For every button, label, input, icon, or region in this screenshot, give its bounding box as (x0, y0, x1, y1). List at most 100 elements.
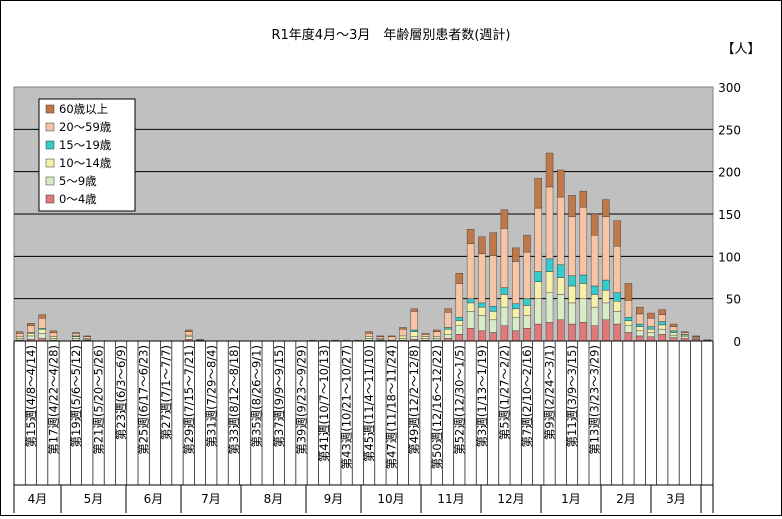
bar-segment (27, 333, 35, 337)
bar-segment (602, 279, 610, 291)
bar-segment (534, 178, 542, 209)
bar-segment (376, 335, 385, 337)
bar-segment (590, 306, 599, 326)
bar-segment (387, 336, 396, 341)
bar-segment (15, 331, 24, 334)
bar-segment (478, 253, 486, 304)
bar-segment (500, 228, 509, 288)
month-label: 1月 (561, 492, 581, 506)
week-tick-label: 第17週(4/22～4/28) (46, 345, 60, 455)
week-tick-label: 第35週(8/26～9/1) (249, 345, 263, 447)
bar-segment (455, 320, 464, 326)
week-tick-label: 第49週(12/2～12/8) (407, 345, 421, 455)
bar-segment (455, 325, 464, 335)
week-tick-label: 第39週(9/23～9/29) (294, 345, 308, 455)
bar-segment (534, 271, 542, 282)
bar-segment (512, 330, 520, 342)
bar-segment (624, 300, 633, 318)
week-tick-label: 第29週(7/15～7/21) (182, 345, 196, 455)
bar-segment (83, 336, 91, 339)
bar-segment (681, 334, 689, 337)
bar-segment (15, 338, 24, 341)
bar-segment (466, 328, 475, 342)
bar-segment (410, 329, 418, 332)
bar-segment (703, 339, 712, 341)
bar-segment (15, 336, 24, 339)
bar-segment (500, 294, 509, 308)
bar-segment (669, 330, 678, 333)
bar-segment (613, 323, 621, 342)
bar-segment (590, 294, 599, 308)
week-tick-label: 第15週(4/8～4/14) (24, 345, 38, 447)
bar-segment (557, 294, 565, 321)
bar-segment (49, 332, 58, 337)
bar-segment (185, 336, 193, 340)
bar-segment (602, 290, 610, 304)
bar-segment (658, 334, 666, 342)
bar-segment (421, 336, 430, 339)
bar-segment (545, 152, 554, 188)
bar-segment (681, 332, 689, 335)
y-tick-label: 150 (718, 208, 741, 222)
bar-segment (500, 209, 509, 229)
legend-swatch (45, 122, 55, 132)
bar-segment (568, 323, 576, 342)
bar-segment (365, 338, 373, 341)
legend-label: 60歳以上 (59, 102, 108, 116)
bar-segment (692, 335, 700, 337)
week-tick-label: 第5週(1/27～2/2) (497, 345, 511, 440)
bar-segment (444, 312, 452, 328)
legend-swatch (45, 194, 55, 204)
bar-segment (466, 311, 475, 329)
bar-segment (613, 245, 621, 293)
bar-segment (636, 330, 644, 337)
unit-label: 【人】 (721, 42, 760, 57)
bar-segment (399, 327, 407, 330)
bar-segment (658, 328, 666, 335)
bar-segment (83, 335, 91, 337)
bar-segment (636, 335, 644, 342)
week-tick-label: 第43週(10/21～10/27) (340, 345, 354, 469)
bar-segment (455, 273, 464, 284)
month-label: 10月 (377, 492, 404, 506)
y-tick-label: 50 (726, 293, 741, 307)
legend-label: 15～19歳 (59, 138, 112, 152)
bar-segment (647, 312, 655, 319)
bar-segment (38, 314, 46, 319)
bar-segment (387, 335, 396, 337)
bar-segment (534, 207, 542, 272)
bar-segment (466, 298, 475, 304)
bar-segment (669, 326, 678, 332)
month-label: 3月 (666, 492, 686, 506)
bar-segment (613, 292, 621, 302)
bar-segment (545, 292, 554, 323)
bar-segment (557, 277, 565, 295)
week-tick-label: 第37週(9/9～9/15) (272, 345, 286, 447)
bar-segment (636, 313, 644, 325)
bar-segment (444, 328, 452, 335)
bar-segment (399, 328, 407, 337)
bar-segment (545, 322, 554, 342)
week-tick-label: 第19週(5/6～5/12) (69, 345, 83, 447)
bar-segment (410, 331, 418, 337)
bar-segment (466, 302, 475, 312)
bar-segment (557, 319, 565, 342)
legend-swatch (45, 158, 55, 168)
week-tick-label: 第23週(6/3～6/9) (114, 345, 128, 440)
week-tick-label: 第3週(1/13～1/19) (475, 345, 489, 447)
week-tick-label: 第52週(12/30～1/5) (452, 345, 466, 455)
bar-segment (624, 325, 633, 333)
legend-swatch (45, 104, 55, 114)
week-tick-label: 第50週(12/16～12/22) (430, 345, 444, 469)
bar-segment (669, 323, 678, 327)
bar-segment (602, 199, 610, 217)
bar-segment (602, 319, 610, 342)
bar-segment (658, 309, 666, 315)
legend-swatch (45, 140, 55, 150)
bar-segment (568, 285, 576, 304)
bar-segment (647, 328, 655, 333)
bar-segment (624, 332, 633, 342)
bar-segment (399, 338, 407, 341)
bar-segment (433, 338, 441, 341)
